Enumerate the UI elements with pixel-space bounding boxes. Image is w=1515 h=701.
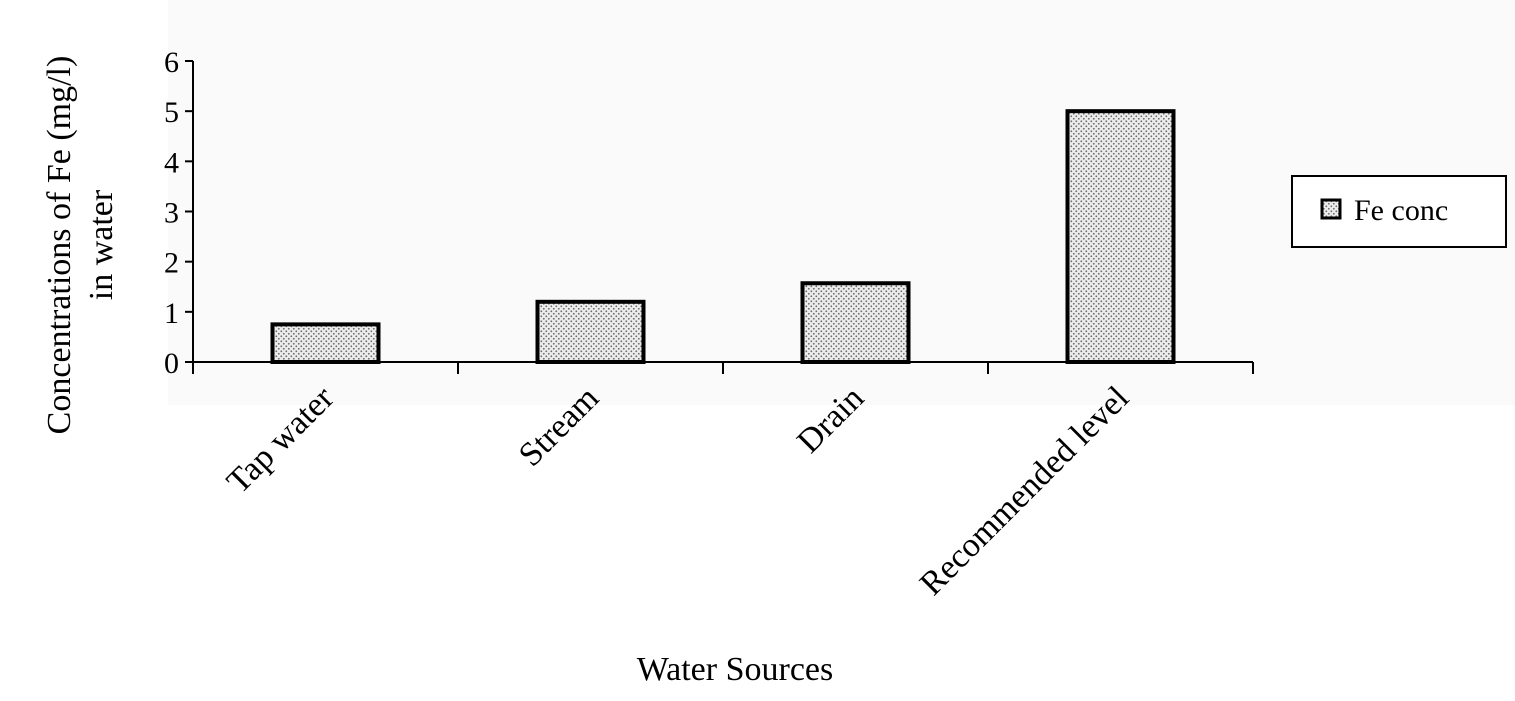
- x-tick-labels: Tap water Stream Drain Recommended level: [220, 379, 1136, 603]
- bar-stream: [535, 299, 646, 364]
- y-tick-label: 5: [164, 96, 179, 129]
- bar-drain: [800, 281, 911, 365]
- y-tick-label: 2: [164, 247, 179, 280]
- x-axis-ticks: [192, 362, 1254, 374]
- bar-series: [270, 109, 1176, 365]
- bar-tap-water: [270, 322, 381, 364]
- y-tick-label: 4: [164, 146, 179, 179]
- y-tick-label: 0: [164, 347, 179, 380]
- legend-swatch: [1320, 198, 1342, 220]
- x-axis-title: Water Sources: [637, 651, 833, 688]
- y-tick-label: 3: [164, 197, 179, 230]
- y-axis-title-line1: Concentrations of Fe (mg/l): [41, 56, 78, 435]
- y-axis-title-line2: in water: [83, 189, 120, 300]
- y-tick-label: 1: [164, 297, 179, 330]
- legend: Fe conc: [1291, 175, 1507, 248]
- y-tick-label: 6: [164, 46, 179, 79]
- y-axis-ticks: 0 1 2 3 4 5 6: [164, 46, 193, 380]
- bar-recommended-level: [1065, 109, 1176, 364]
- x-tick-label: Recommended level: [913, 379, 1136, 602]
- legend-label: Fe conc: [1354, 194, 1448, 227]
